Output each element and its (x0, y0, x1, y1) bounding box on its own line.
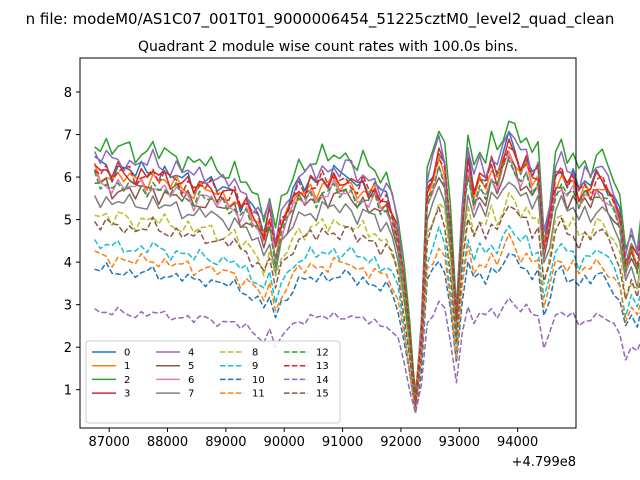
series-line-4 (93, 130, 640, 398)
series-line-12 (93, 159, 640, 394)
y-tick-label: 2 (64, 341, 72, 356)
x-offset-label: +4.799e8 (512, 455, 576, 470)
series-line-5 (94, 156, 640, 408)
x-tick-label: 94000 (497, 435, 538, 450)
x-axis-ticks: 87000 88000 89000 90000 91000 92000 93000 94000 (88, 428, 538, 450)
series-line-3 (94, 138, 640, 405)
legend-label-0: 0 (124, 348, 130, 359)
y-tick-label: 7 (64, 129, 72, 144)
figure-title: n file: modeM0/AS1C07_001T01_9000006454_… (26, 10, 615, 29)
y-tick-label: 5 (64, 214, 72, 229)
legend-label-9: 9 (252, 361, 258, 372)
x-tick-label: 92000 (380, 435, 421, 450)
series-line-13 (94, 146, 640, 403)
y-tick-label: 1 (64, 384, 72, 399)
y-tick-label: 3 (64, 299, 72, 314)
y-tick-label: 8 (64, 86, 72, 101)
chart-title: Quadrant 2 module wise count rates with … (138, 39, 518, 55)
y-axis-ticks: 1 2 3 4 5 6 7 8 (64, 86, 80, 399)
series-line-11 (94, 233, 640, 413)
series-line-15 (93, 205, 640, 408)
legend-label-1: 1 (124, 361, 130, 372)
legend-label-11: 11 (252, 389, 265, 400)
legend-label-2: 2 (124, 375, 130, 386)
series-line-0 (94, 130, 640, 402)
y-tick-label: 4 (64, 256, 72, 271)
x-tick-label: 88000 (147, 435, 188, 450)
series-line-8 (94, 191, 640, 412)
series-line-7 (93, 181, 640, 401)
legend-label-13: 13 (316, 361, 329, 372)
legend-label-6: 6 (188, 375, 194, 386)
y-tick-label: 6 (64, 171, 72, 186)
x-tick-label: 91000 (322, 435, 363, 450)
x-tick-label: 89000 (205, 435, 246, 450)
legend-box (85, 340, 341, 424)
legend-label-7: 7 (188, 389, 194, 400)
legend-label-12: 12 (316, 348, 329, 359)
legend-label-4: 4 (188, 348, 194, 359)
x-tick-label: 90000 (264, 435, 305, 450)
x-tick-label: 93000 (439, 435, 480, 450)
series-line-9 (93, 224, 640, 410)
legend-label-10: 10 (252, 375, 265, 386)
legend-label-3: 3 (124, 389, 130, 400)
legend-label-5: 5 (188, 361, 194, 372)
x-tick-label: 87000 (88, 435, 129, 450)
legend-label-15: 15 (316, 389, 329, 400)
legend-label-8: 8 (252, 348, 258, 359)
series-line-1 (93, 151, 640, 393)
series-layer (93, 120, 640, 414)
legend-label-14: 14 (316, 375, 329, 386)
plot-frame (79, 57, 577, 429)
series-line-2 (94, 120, 640, 402)
series-line-14 (94, 297, 640, 414)
series-line-10 (94, 252, 640, 414)
